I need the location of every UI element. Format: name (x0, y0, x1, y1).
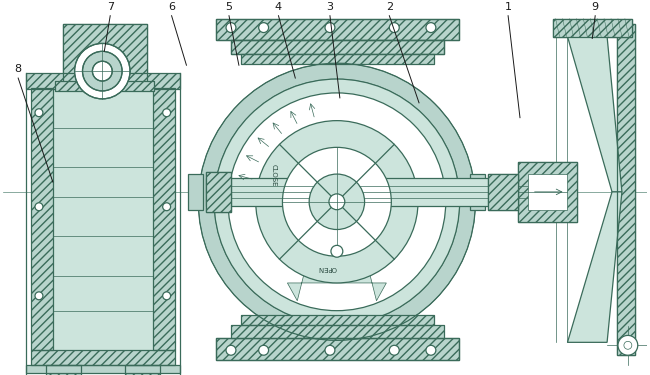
Circle shape (162, 109, 170, 117)
Bar (231, 40, 444, 54)
Circle shape (325, 345, 335, 355)
Circle shape (75, 44, 130, 99)
Bar (62, 24, 147, 83)
Bar (26, 365, 179, 373)
Bar (206, 178, 552, 206)
Bar (216, 338, 459, 360)
Bar (488, 174, 518, 210)
Polygon shape (567, 192, 622, 342)
Text: CLOSE: CLOSE (270, 165, 276, 187)
Circle shape (329, 194, 344, 210)
Bar (55, 81, 154, 91)
Polygon shape (567, 36, 622, 192)
Bar (55, 81, 154, 91)
Bar (231, 40, 444, 54)
Text: 4: 4 (275, 2, 282, 12)
Bar (231, 324, 444, 338)
Bar (206, 172, 231, 212)
Circle shape (35, 203, 43, 211)
Bar (471, 174, 486, 210)
Circle shape (259, 22, 268, 33)
Bar (53, 88, 153, 350)
Bar (552, 19, 632, 36)
Bar (518, 162, 577, 222)
Circle shape (618, 335, 638, 355)
Bar (518, 162, 577, 222)
Circle shape (624, 341, 632, 349)
Bar (488, 174, 518, 210)
Circle shape (226, 345, 236, 355)
Bar (31, 350, 175, 365)
Circle shape (389, 22, 399, 33)
Bar (241, 54, 434, 64)
Bar (206, 172, 231, 212)
Text: OPEN: OPEN (317, 265, 337, 271)
Bar (231, 324, 444, 338)
Text: 8: 8 (14, 64, 21, 74)
Text: 9: 9 (592, 2, 599, 12)
Bar (153, 88, 175, 350)
Bar (518, 162, 577, 222)
Bar (617, 24, 635, 355)
Bar (528, 174, 567, 210)
Text: 1: 1 (504, 2, 512, 12)
Circle shape (389, 345, 399, 355)
Bar (26, 73, 179, 89)
Text: 5: 5 (226, 2, 233, 12)
Circle shape (325, 22, 335, 33)
Bar (241, 315, 434, 324)
Polygon shape (287, 261, 386, 301)
Bar (216, 19, 459, 40)
Circle shape (92, 61, 112, 81)
Circle shape (214, 79, 460, 324)
Circle shape (228, 93, 446, 310)
Bar (552, 19, 632, 36)
Bar (153, 88, 175, 350)
Bar (552, 19, 632, 36)
Text: 2: 2 (385, 2, 393, 12)
Bar (206, 172, 231, 212)
Bar (55, 81, 154, 91)
Circle shape (162, 292, 170, 300)
Circle shape (426, 22, 436, 33)
Bar (31, 88, 53, 350)
Bar (125, 365, 160, 375)
Text: 6: 6 (168, 2, 175, 12)
Bar (241, 54, 434, 64)
Bar (216, 19, 459, 40)
Circle shape (35, 109, 43, 117)
Wedge shape (198, 63, 475, 340)
Circle shape (83, 51, 122, 91)
Text: 7: 7 (107, 2, 114, 12)
Circle shape (259, 345, 268, 355)
Bar (617, 24, 635, 355)
Bar (46, 365, 81, 375)
Circle shape (283, 147, 391, 256)
Bar (231, 40, 444, 54)
Bar (26, 73, 179, 89)
Bar (617, 24, 635, 355)
Bar (241, 315, 434, 324)
Bar (62, 24, 147, 83)
Bar (31, 88, 53, 350)
Bar (46, 365, 81, 375)
Bar (125, 365, 160, 375)
Bar (216, 338, 459, 360)
Text: 3: 3 (326, 2, 333, 12)
Bar (62, 24, 147, 83)
Bar (216, 338, 459, 360)
Bar (216, 19, 459, 40)
Bar (488, 174, 518, 210)
Circle shape (331, 245, 343, 257)
Circle shape (426, 345, 436, 355)
Circle shape (255, 121, 418, 283)
Circle shape (309, 174, 365, 230)
Circle shape (226, 22, 236, 33)
Circle shape (35, 292, 43, 300)
Circle shape (162, 203, 170, 211)
Bar (188, 174, 203, 210)
Bar (31, 350, 175, 365)
